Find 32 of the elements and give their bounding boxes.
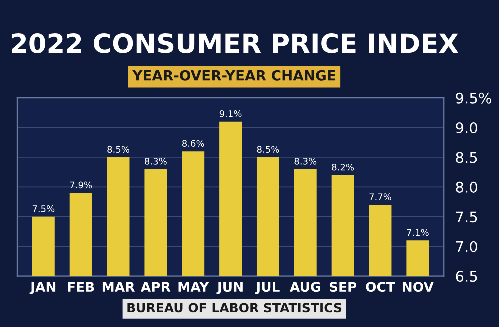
y-tick-label: 7.5 (456, 212, 478, 223)
text: BUREAU OF LABOR STATISTICS (128, 303, 342, 313)
x-tick-label: MAY (178, 282, 210, 292)
y-tick-label: 9.5% (456, 92, 492, 104)
x-tick-label: NOV (403, 282, 434, 292)
chart-title: 2022 CONSUMER PRICE INDEX (12, 33, 458, 54)
data-label: 7.1% (407, 229, 429, 236)
y-tick-label: 8.0 (456, 182, 478, 193)
data-label: 7.5% (32, 206, 55, 212)
y-tick-label: 8.5 (456, 152, 478, 164)
x-tick-label: JAN (30, 282, 56, 295)
data-label: 8.2% (332, 164, 354, 171)
data-label: 7.7% (370, 194, 392, 200)
data-label: 8.3% (145, 158, 167, 165)
x-tick-label: SEP (330, 282, 357, 292)
x-tick-label: APR (140, 282, 171, 292)
data-label: 8.3% (294, 158, 317, 165)
data-label: 8.6% (182, 140, 204, 148)
x-tick-label: OCT (366, 282, 396, 292)
y-tick-label: 7.0 (456, 241, 478, 252)
data-label: 9.1% (220, 110, 242, 118)
data-label: 7.9% (70, 182, 92, 189)
data-label: 8.5% (108, 146, 130, 153)
data-label: 8.5% (257, 146, 280, 153)
y-tick-label: 9.0 (456, 122, 478, 134)
x-tick-label: FEB (68, 282, 94, 292)
x-tick-label: MAR (102, 282, 135, 292)
x-tick-label: JUL (255, 282, 280, 295)
x-tick-label: JUN (216, 282, 243, 295)
x-tick-label: AUG (290, 282, 320, 292)
y-tick-label: 6.5 (456, 271, 478, 282)
chart-subtitle: YEAR-OVER-YEAR CHANGE (132, 70, 336, 81)
